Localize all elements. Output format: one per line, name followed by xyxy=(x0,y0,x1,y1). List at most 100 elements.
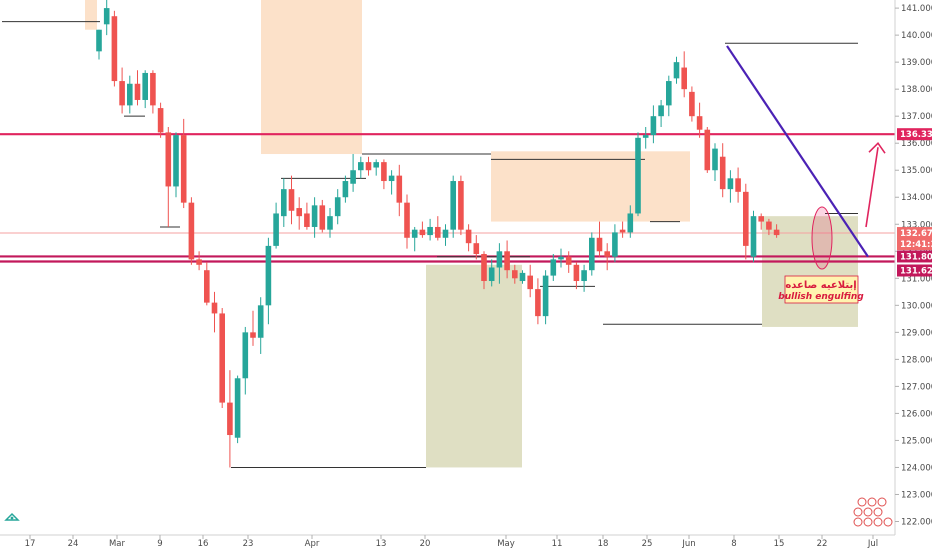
candle-body xyxy=(142,72,148,100)
x-tick-label: Jul xyxy=(867,539,878,549)
candle-body xyxy=(696,116,703,130)
price-tag-label: 131.809 xyxy=(900,252,932,262)
y-tick-label: 139.000 xyxy=(901,58,932,68)
candle-body xyxy=(127,83,133,106)
candle-body xyxy=(481,253,487,282)
y-tick-label: 123.000 xyxy=(901,490,932,500)
trendline xyxy=(726,45,869,258)
candle-body xyxy=(596,237,603,252)
candle-body xyxy=(165,132,172,187)
up-arrow-shaft xyxy=(865,147,879,228)
candle-body xyxy=(365,162,372,171)
candle-body xyxy=(573,264,580,282)
candle-body xyxy=(281,189,287,217)
annotation-arabic: إبتلاعيه صاعده xyxy=(785,280,856,291)
candle-body xyxy=(627,213,634,233)
candle-body xyxy=(157,108,164,133)
candle-body xyxy=(180,135,187,203)
watermark-stamp xyxy=(853,497,893,527)
candle-body xyxy=(673,62,680,79)
candle-body xyxy=(150,72,156,106)
y-tick-label: 122.000 xyxy=(901,517,932,527)
candle-body xyxy=(450,181,456,230)
candle-body xyxy=(334,197,341,217)
candle-body xyxy=(288,189,295,211)
candle-body xyxy=(350,170,356,184)
candle-body xyxy=(704,129,711,171)
candle-body xyxy=(619,229,626,233)
y-tick-label: 137.000 xyxy=(901,112,932,122)
candle-body xyxy=(473,243,480,254)
candle-body xyxy=(465,229,472,244)
thin-lines-layer xyxy=(2,21,858,468)
candles-layer xyxy=(96,0,780,468)
candle-body xyxy=(265,245,272,306)
candle-body xyxy=(519,272,526,282)
x-tick-label: 17 xyxy=(25,539,36,549)
x-tick-label: 22 xyxy=(817,539,828,549)
candle-body xyxy=(358,162,364,171)
y-tick-label: 130.000 xyxy=(901,301,932,311)
candle-body xyxy=(681,67,687,90)
candle-body xyxy=(719,156,726,190)
candle-body xyxy=(589,237,595,271)
y-tick-label: 131.000 xyxy=(901,274,932,284)
candle-body xyxy=(327,216,333,230)
annotation-box xyxy=(784,275,859,304)
y-tick-label: 127.000 xyxy=(901,382,932,392)
candle-body xyxy=(773,229,780,236)
candle-body xyxy=(635,137,641,214)
engulfing-highlight xyxy=(811,206,833,270)
candle-body xyxy=(273,213,279,246)
candle-body xyxy=(612,232,618,257)
annotation-english: bullish engulfing xyxy=(778,292,864,302)
y-tick-label: 134.000 xyxy=(901,193,932,203)
candle-body xyxy=(581,270,587,282)
price-tag-bg xyxy=(897,227,932,240)
tradingview-logo-icon xyxy=(4,512,20,521)
candle-body xyxy=(227,402,233,436)
candle-body xyxy=(319,205,326,230)
candle-body xyxy=(388,175,395,182)
price-tag-bg xyxy=(897,238,932,251)
candle-body xyxy=(257,305,264,338)
x-tick-label: May xyxy=(497,539,515,549)
zone-apr-green xyxy=(426,264,522,468)
x-tick-label: 13 xyxy=(376,539,387,549)
candle-body xyxy=(565,256,572,265)
up-arrow-head xyxy=(868,141,886,154)
candle-body xyxy=(504,251,510,271)
candle-body xyxy=(558,256,564,260)
candle-body xyxy=(196,259,202,265)
candle-body xyxy=(727,178,734,190)
candle-body xyxy=(758,216,764,222)
y-tick-label: 124.000 xyxy=(901,463,932,473)
candle-body xyxy=(535,289,541,317)
x-tick-label: 11 xyxy=(552,539,563,549)
candle-body xyxy=(173,135,179,187)
candle-body xyxy=(658,105,664,117)
candle-body xyxy=(743,191,749,246)
y-tick-label: 125.000 xyxy=(901,436,932,446)
candle-body xyxy=(234,378,241,438)
candle-body xyxy=(750,216,757,257)
candle-body xyxy=(96,29,102,52)
candle-body xyxy=(396,175,403,203)
y-tick-label: 138.000 xyxy=(901,85,932,95)
x-tick-label: 20 xyxy=(420,539,431,549)
candle-body xyxy=(219,313,225,403)
candle-body xyxy=(211,302,218,314)
candle-body xyxy=(642,135,649,138)
candle-body xyxy=(604,251,610,257)
y-tick-label: 133.000 xyxy=(901,220,932,230)
x-tick-label: 24 xyxy=(68,539,79,549)
candle-body xyxy=(103,8,110,25)
candle-body xyxy=(712,148,718,171)
candle-body xyxy=(381,162,387,182)
candle-body xyxy=(458,181,464,230)
candle-body xyxy=(689,91,695,117)
candle-body xyxy=(304,213,310,227)
candle-body xyxy=(134,83,141,100)
